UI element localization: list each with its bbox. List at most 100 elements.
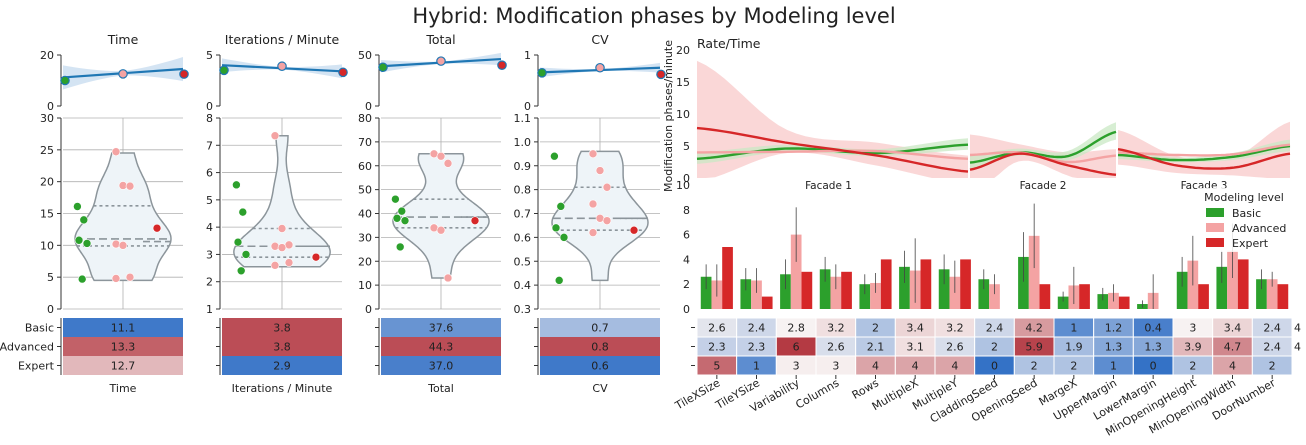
heatmap-value: 1.3 — [1144, 341, 1162, 354]
legend-label: Basic — [1232, 207, 1261, 220]
y-tick-label: 6 — [683, 229, 690, 242]
heatmap-cell — [540, 356, 660, 375]
heatmap-value: 37.0 — [429, 360, 454, 373]
point-basic — [233, 237, 243, 247]
point-expert — [629, 225, 639, 235]
y-tick-label: 1 — [524, 49, 531, 62]
heatmap-value: 5.9 — [1025, 341, 1043, 354]
y-tick-label: 7 — [206, 139, 213, 152]
heatmap-value: 3.4 — [906, 322, 924, 335]
y-axis-label: Modification phases/minute — [662, 40, 675, 192]
y-tick-label: 30 — [40, 112, 54, 125]
heatmap-value: 3.2 — [946, 322, 964, 335]
bar-advanced — [1028, 235, 1040, 309]
trend-point-expert — [179, 69, 189, 79]
x-axis-label: Time — [109, 382, 137, 395]
heatmap-cell — [222, 337, 342, 356]
y-tick-label: 0.8 — [514, 184, 532, 197]
heatmap-cell — [222, 356, 342, 375]
heatmap-value: 3.1 — [906, 341, 924, 354]
bar-basic — [780, 274, 791, 309]
bar-expert — [841, 271, 852, 309]
legend-swatch-expert — [1206, 238, 1224, 247]
rate-line-expert — [1117, 148, 1291, 170]
heatmap-value: 2.9 — [273, 360, 291, 373]
heatmap-value: 13.3 — [111, 341, 136, 354]
y-tick-label: 0 — [47, 100, 54, 113]
heatmap-value: 1 — [753, 360, 760, 373]
point-expert — [152, 223, 162, 233]
heatmap-value: 1.9 — [1065, 341, 1083, 354]
heatmap-value: 3.4 — [1224, 322, 1242, 335]
point-basic — [391, 194, 400, 204]
figure-title: Hybrid: Modification phases by Modeling … — [412, 4, 895, 28]
y-tick-label: 3 — [206, 248, 213, 261]
heatmap-value: 2.6 — [708, 322, 726, 335]
point-advanced — [443, 273, 453, 283]
heatmap-cell — [540, 318, 660, 337]
trend-panel: Total 0 50 — [358, 32, 507, 113]
heatmap-value: 0 — [1150, 360, 1157, 373]
bar-advanced — [790, 234, 802, 309]
point-advanced — [111, 239, 121, 249]
heatmap-value: 3 — [832, 360, 839, 373]
point-basic — [241, 250, 251, 259]
violin-body — [392, 153, 490, 279]
y-tick-label: 4 — [683, 253, 690, 266]
heatmap-cell — [540, 337, 660, 356]
point-basic — [395, 242, 405, 252]
heatmap-value: 4 — [872, 360, 879, 373]
heatmap-value: 3.8 — [273, 341, 291, 354]
trend-point-expert — [338, 67, 348, 78]
bar-expert — [880, 259, 892, 309]
point-advanced — [436, 225, 446, 235]
panel-title: Total — [425, 32, 455, 47]
heatmap-value: 3.2 — [827, 322, 845, 335]
y-tick-label: 5 — [206, 49, 213, 62]
bar-expert — [1277, 284, 1289, 309]
bar-expert — [1198, 284, 1209, 309]
violin-panel: 1 2 3 4 5 6 7 8 — [206, 112, 342, 316]
bar-expert — [1237, 259, 1249, 309]
legend-swatch-advanced — [1206, 223, 1224, 232]
y-tick-label: 6 — [206, 167, 213, 180]
heatmap-value: 2.3 — [748, 341, 766, 354]
heatmap-overflow-label: 4 — [1294, 341, 1301, 354]
y-tick-label: 0 — [365, 100, 372, 113]
heatmap-value: 2.8 — [787, 322, 805, 335]
point-advanced — [436, 151, 446, 161]
point-advanced — [588, 149, 598, 159]
point-basic — [82, 239, 92, 248]
rate-band-basic — [1118, 139, 1290, 163]
y-tick-label: 30 — [358, 231, 372, 244]
bar-basic — [978, 279, 990, 309]
heatmap-value: 2.6 — [827, 341, 845, 354]
trend-point-advanced — [277, 61, 287, 72]
point-expert — [311, 252, 321, 262]
y-tick-label: 70 — [358, 136, 372, 149]
point-advanced — [588, 199, 598, 209]
point-basic — [392, 213, 402, 223]
parameter-heatmap: 2.6 2.4 2.8 3.2 2 3.4 3.2 2.4 4.2 1 1.2 0.4 3 3.4 2.4 2… — [672, 317, 1301, 439]
y-tick-label: 0.4 — [514, 279, 532, 292]
y-tick-label: 60 — [358, 160, 372, 173]
row-label: Basic — [25, 322, 54, 335]
panel-title: Time — [107, 32, 139, 47]
y-tick-label: 1.1 — [514, 112, 532, 125]
panel-title: CV — [591, 32, 609, 47]
heatmap-value: 4 — [912, 360, 919, 373]
heatmap-value: 2 — [991, 341, 998, 354]
y-tick-label: 0 — [524, 100, 531, 113]
bar-basic — [1018, 256, 1029, 309]
heatmap-value: 2.4 — [986, 322, 1004, 335]
heatmap-value: 37.6 — [429, 322, 454, 335]
point-advanced — [118, 241, 128, 250]
heatmap-value: 11.1 — [111, 322, 136, 335]
y-tick-label: 10 — [358, 279, 372, 292]
bar-basic — [819, 269, 831, 309]
heatmap-cell — [63, 337, 183, 356]
y-tick-label: 4 — [206, 221, 213, 234]
point-advanced — [588, 228, 598, 237]
row-label: Expert — [18, 360, 55, 373]
rate-panel: Rate/Time Modification phases/minute 0 5 10 1… — [662, 36, 1291, 192]
